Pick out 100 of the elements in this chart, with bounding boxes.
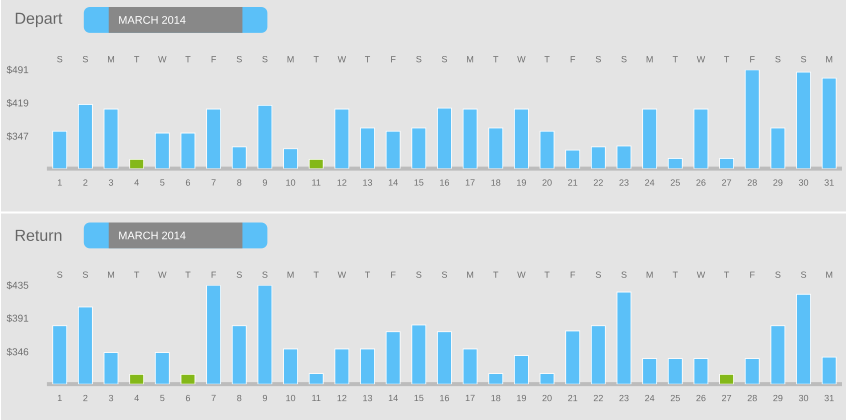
text: T — [544, 272, 550, 278]
x-tick-label: 10 — [286, 394, 296, 402]
text: F — [391, 56, 396, 62]
text: T — [544, 56, 550, 62]
text: S — [416, 271, 422, 278]
x-tick-label: 8 — [237, 394, 242, 402]
text: W — [158, 272, 167, 278]
text: S — [621, 271, 627, 278]
text: S — [57, 271, 62, 278]
text: F — [570, 56, 576, 62]
x-tick-label: 2 — [83, 179, 88, 186]
y-tick-label: $419 — [6, 99, 28, 108]
text: S — [775, 271, 780, 278]
text: T — [724, 272, 730, 278]
text: S — [82, 271, 88, 278]
text: T — [364, 56, 370, 62]
chart-title: Return — [16, 230, 62, 242]
text: T — [493, 272, 498, 278]
text: S — [82, 56, 88, 62]
x-tick-label: 7 — [212, 179, 216, 186]
x-tick-label: 19 — [517, 394, 526, 402]
x-tick-label: 12 — [338, 394, 346, 402]
x-tick-label: 15 — [414, 179, 424, 186]
text: W — [517, 272, 526, 278]
x-tick-label: 1 — [58, 179, 62, 186]
x-tick-label: 13 — [363, 394, 372, 402]
text: S — [442, 56, 448, 62]
x-tick-label: 16 — [440, 179, 450, 186]
text: T — [314, 56, 319, 62]
x-tick-label: 28 — [748, 394, 757, 402]
text: W — [517, 56, 526, 62]
text: T — [672, 56, 678, 62]
x-tick-label: 24 — [645, 179, 654, 186]
x-tick-label: 16 — [440, 394, 450, 402]
text: M — [646, 272, 653, 278]
text: S — [596, 56, 601, 62]
x-tick-label: 15 — [414, 394, 424, 402]
text: S — [416, 56, 422, 62]
x-tick-label: 4 — [134, 179, 139, 186]
x-tick-label: 26 — [696, 179, 706, 186]
x-tick-label: 31 — [824, 394, 834, 402]
text: S — [236, 271, 242, 278]
text: T — [724, 56, 730, 62]
text: M — [108, 56, 114, 62]
text: F — [212, 56, 216, 62]
text: M — [646, 56, 653, 62]
text: M — [288, 272, 294, 278]
text: W — [338, 272, 346, 278]
text: F — [212, 272, 216, 278]
text: F — [750, 272, 755, 278]
x-tick-label: 13 — [363, 179, 372, 186]
x-tick-label: 17 — [466, 394, 475, 402]
chart-subtitle: MARCH 2014 — [119, 16, 186, 24]
text: T — [314, 272, 319, 278]
text: M — [288, 56, 294, 62]
x-tick-label: 30 — [798, 179, 808, 186]
text: F — [391, 272, 396, 278]
y-tick-label: $346 — [6, 348, 28, 356]
x-tick-label: 3 — [108, 394, 114, 402]
x-tick-label: 9 — [262, 394, 267, 402]
x-tick-label: 7 — [212, 394, 216, 402]
x-tick-label: 10 — [286, 179, 296, 186]
x-tick-label: 9 — [262, 179, 267, 186]
text: S — [57, 56, 62, 62]
x-tick-label: 8 — [237, 179, 242, 186]
x-tick-label: 12 — [338, 179, 346, 186]
y-tick-label: $491 — [6, 66, 28, 74]
text: S — [596, 271, 601, 278]
chart-subtitle: MARCH 2014 — [119, 232, 186, 240]
text: M — [826, 56, 832, 62]
x-tick-label: 24 — [645, 394, 654, 402]
x-tick-label: 28 — [748, 179, 757, 186]
text: S — [262, 271, 268, 278]
text: M — [826, 272, 832, 278]
text: T — [672, 272, 678, 278]
text: T — [134, 272, 140, 278]
text: W — [696, 272, 706, 278]
x-tick-label: 14 — [388, 179, 398, 186]
x-tick-label: 20 — [542, 394, 552, 402]
x-tick-label: 21 — [568, 394, 578, 402]
y-tick-label: $435 — [6, 281, 28, 290]
x-tick-label: 5 — [160, 179, 164, 186]
y-tick-label: $391 — [6, 314, 28, 322]
text: S — [800, 271, 806, 278]
x-tick-label: 4 — [134, 394, 139, 402]
text: W — [158, 56, 167, 62]
x-tick-label: 22 — [594, 179, 603, 186]
x-tick-label: 6 — [186, 179, 190, 186]
y-tick-label: $347 — [6, 132, 28, 140]
x-tick-label: 18 — [491, 179, 500, 186]
x-tick-label: 17 — [466, 179, 475, 186]
chart-title: Depart — [16, 12, 62, 28]
text: T — [185, 56, 190, 62]
x-tick-label: 21 — [568, 179, 578, 186]
text: S — [262, 56, 268, 62]
x-tick-label: 3 — [108, 179, 114, 186]
x-tick-label: 5 — [160, 394, 164, 402]
x-tick-label: 30 — [798, 394, 808, 402]
x-tick-label: 18 — [491, 394, 500, 402]
text: S — [800, 56, 806, 62]
